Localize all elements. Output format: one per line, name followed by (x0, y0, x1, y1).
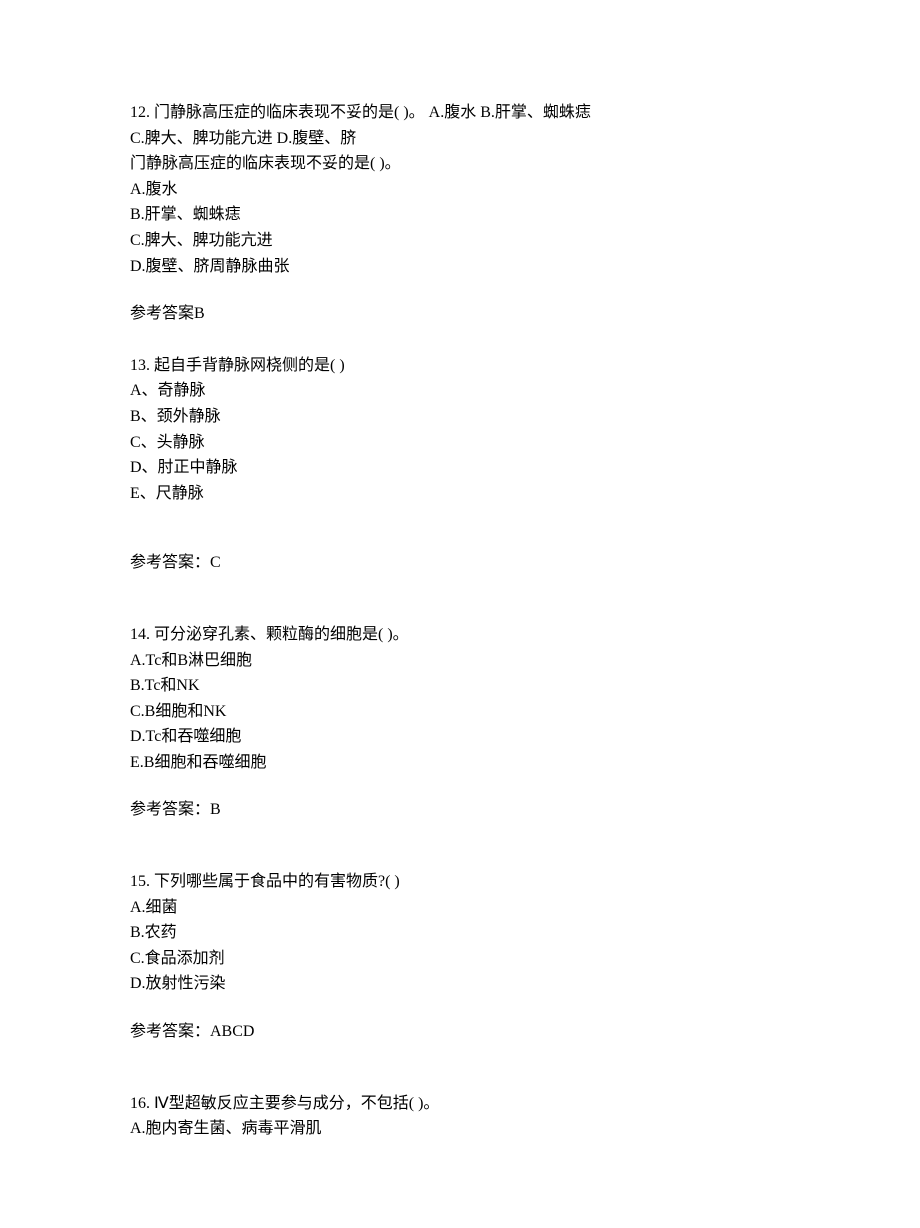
option: A、奇静脉 (130, 378, 790, 404)
spacer (130, 506, 790, 548)
option: B.Tc和NK (130, 673, 790, 699)
spacer (130, 775, 790, 795)
question-number: 13. (130, 357, 150, 374)
question-15: 15. 下列哪些属于食品中的有害物质?( ) A.细菌 B.农药 C.食品添加剂… (130, 869, 790, 1045)
question-16: 16. Ⅳ型超敏反应主要参与成分，不包括( )。 A.胞内寄生菌、病毒平滑肌 (130, 1091, 790, 1142)
option: C.食品添加剂 (130, 946, 790, 972)
question-stem-line: 16. Ⅳ型超敏反应主要参与成分，不包括( )。 (130, 1091, 790, 1117)
option: D.腹壁、脐周静脉曲张 (130, 254, 790, 280)
question-14: 14. 可分泌穿孔素、颗粒酶的细胞是( )。 A.Tc和B淋巴细胞 B.Tc和N… (130, 622, 790, 823)
question-stem-line: C.脾大、脾功能亢进 D.腹壁、脐 (130, 126, 790, 152)
spacer (130, 849, 790, 869)
question-stem-text: 可分泌穿孔素、颗粒酶的细胞是( )。 (154, 626, 409, 643)
spacer (130, 602, 790, 622)
option: B、颈外静脉 (130, 404, 790, 430)
question-12: 12. 门静脉高压症的临床表现不妥的是( )。 A.腹水 B.肝掌、蜘蛛痣 C.… (130, 100, 790, 327)
option: C.B细胞和NK (130, 699, 790, 725)
option: A.细菌 (130, 895, 790, 921)
question-stem-text: Ⅳ型超敏反应主要参与成分，不包括( )。 (154, 1095, 439, 1112)
option: A.腹水 (130, 177, 790, 203)
question-stem-line: 12. 门静脉高压症的临床表现不妥的是( )。 A.腹水 B.肝掌、蜘蛛痣 (130, 100, 790, 126)
spacer (130, 279, 790, 299)
question-number: 16. (130, 1095, 150, 1112)
question-stem-line: 13. 起自手背静脉网桡侧的是( ) (130, 353, 790, 379)
answer-label: 参考答案：ABCD (130, 1019, 790, 1045)
question-stem-text: 起自手背静脉网桡侧的是( ) (154, 357, 345, 374)
question-stem-line: 15. 下列哪些属于食品中的有害物质?( ) (130, 869, 790, 895)
option: B.肝掌、蜘蛛痣 (130, 202, 790, 228)
option: E、尺静脉 (130, 481, 790, 507)
option: A.胞内寄生菌、病毒平滑肌 (130, 1116, 790, 1142)
option: D.放射性污染 (130, 971, 790, 997)
question-number: 15. (130, 873, 150, 890)
option: C.脾大、脾功能亢进 (130, 228, 790, 254)
spacer (130, 997, 790, 1017)
option: E.B细胞和吞噬细胞 (130, 750, 790, 776)
question-number: 12. (130, 104, 150, 121)
option: D.Tc和吞噬细胞 (130, 724, 790, 750)
question-stem-text: 门静脉高压症的临床表现不妥的是( )。 A.腹水 B.肝掌、蜘蛛痣 (154, 104, 591, 121)
answer-label: 参考答案B (130, 301, 790, 327)
answer-label: 参考答案：C (130, 550, 790, 576)
spacer (130, 1071, 790, 1091)
question-stem-line: 门静脉高压症的临床表现不妥的是( )。 (130, 151, 790, 177)
question-stem-text: 下列哪些属于食品中的有害物质?( ) (154, 873, 400, 890)
option: D、肘正中静脉 (130, 455, 790, 481)
option: C、头静脉 (130, 430, 790, 456)
option: A.Tc和B淋巴细胞 (130, 648, 790, 674)
question-13: 13. 起自手背静脉网桡侧的是( ) A、奇静脉 B、颈外静脉 C、头静脉 D、… (130, 353, 790, 576)
option: B.农药 (130, 920, 790, 946)
answer-label: 参考答案：B (130, 797, 790, 823)
question-stem-line: 14. 可分泌穿孔素、颗粒酶的细胞是( )。 (130, 622, 790, 648)
question-number: 14. (130, 626, 150, 643)
